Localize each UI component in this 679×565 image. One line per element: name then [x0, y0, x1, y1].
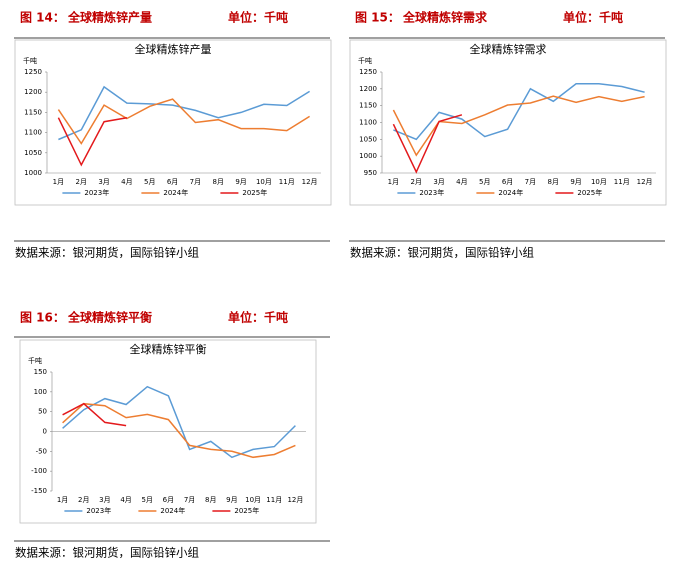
x-tick-label: 6月: [167, 178, 178, 186]
x-tick-label: 9月: [226, 496, 237, 504]
x-tick-label: 8月: [205, 496, 216, 504]
series-line: [57, 98, 310, 145]
x-tick-label: 1月: [53, 178, 64, 186]
y-tick-label: 1200: [24, 88, 42, 96]
legend-label: 2023年: [84, 188, 109, 197]
y-tick-label: 1050: [359, 135, 377, 143]
legend-label: 2023年: [86, 506, 111, 515]
y-tick-label: 50: [38, 408, 47, 416]
y-tick-label: -150: [31, 487, 47, 495]
y-tick-label: 950: [364, 169, 377, 177]
y-tick-label: 1150: [359, 102, 377, 110]
figure-unit: 单位：千吨: [228, 10, 288, 25]
x-tick-label: 12月: [287, 496, 303, 504]
y-tick-label: 1150: [24, 108, 42, 116]
y-tick-label: 1050: [24, 149, 42, 157]
x-tick-label: 3月: [98, 178, 109, 186]
y-tick-label: 1250: [24, 68, 42, 76]
series-line: [62, 385, 296, 459]
figure-title: 全球精炼锌产量: [67, 10, 152, 25]
chart-title: 全球精炼锌需求: [470, 42, 547, 56]
series-line: [393, 83, 645, 141]
series-line: [58, 85, 310, 141]
series-line: [62, 402, 296, 459]
figure-title: 全球精炼锌需求: [402, 10, 488, 25]
x-tick-label: 10月: [245, 496, 261, 504]
series-line: [392, 95, 645, 157]
x-tick-label: 10月: [256, 178, 272, 186]
figure-title: 全球精炼锌平衡: [67, 310, 152, 325]
source: 数据来源：银河期货，国际铅锌小组: [350, 246, 534, 260]
x-tick-label: 7月: [184, 496, 195, 504]
x-tick-label: 11月: [279, 178, 295, 186]
source: 数据来源：银河期货，国际铅锌小组: [15, 546, 199, 560]
chart-title: 全球精炼锌平衡: [130, 342, 207, 356]
legend-label: 2024年: [498, 188, 523, 197]
y-tick-label: 1000: [24, 169, 42, 177]
series-line: [392, 114, 463, 174]
figure-label: 图 15：: [355, 11, 400, 25]
x-tick-label: 5月: [142, 496, 153, 504]
y-unit: 千吨: [358, 56, 372, 65]
y-tick-label: 100: [34, 388, 47, 396]
x-tick-label: 10月: [591, 178, 607, 186]
y-unit: 千吨: [28, 356, 42, 365]
source: 数据来源：银河期货，国际铅锌小组: [15, 246, 199, 260]
chart-frame: [349, 39, 667, 206]
figure-label: 图 16：: [20, 311, 65, 325]
y-tick-label: -50: [36, 447, 47, 455]
x-tick-label: 7月: [525, 178, 536, 186]
x-tick-label: 9月: [235, 178, 246, 186]
series-line: [62, 402, 127, 427]
x-tick-label: 3月: [99, 496, 110, 504]
figure-label: 图 14：: [20, 11, 65, 25]
y-unit: 千吨: [23, 56, 37, 65]
x-tick-label: 4月: [456, 178, 467, 186]
y-tick-label: 0: [43, 428, 47, 436]
x-tick-label: 8月: [548, 178, 559, 186]
x-tick-label: 6月: [163, 496, 174, 504]
y-tick-label: 1000: [359, 152, 377, 160]
y-tick-label: 150: [34, 368, 47, 376]
y-tick-label: 1250: [359, 68, 377, 76]
x-tick-label: 5月: [479, 178, 490, 186]
x-tick-label: 3月: [433, 178, 444, 186]
x-tick-label: 12月: [302, 178, 318, 186]
x-tick-label: 11月: [266, 496, 282, 504]
x-tick-label: 2月: [76, 178, 87, 186]
x-tick-label: 2月: [411, 178, 422, 186]
legend-label: 2025年: [577, 188, 602, 197]
x-tick-label: 1月: [388, 178, 399, 186]
legend-label: 2025年: [234, 506, 259, 515]
x-tick-label: 7月: [190, 178, 201, 186]
y-tick-label: -100: [31, 467, 47, 475]
x-tick-label: 8月: [213, 178, 224, 186]
series-line: [57, 116, 128, 167]
x-tick-label: 6月: [502, 178, 513, 186]
legend-label: 2023年: [419, 188, 444, 197]
x-tick-label: 1月: [57, 496, 68, 504]
x-tick-label: 4月: [120, 496, 131, 504]
chart-title: 全球精炼锌产量: [135, 42, 212, 56]
x-tick-label: 2月: [78, 496, 89, 504]
legend-label: 2025年: [242, 188, 267, 197]
x-tick-label: 12月: [637, 178, 653, 186]
x-tick-label: 11月: [614, 178, 630, 186]
figure-unit: 单位：千吨: [228, 310, 288, 325]
y-tick-label: 1100: [359, 119, 377, 127]
x-tick-label: 5月: [144, 178, 155, 186]
x-tick-label: 9月: [570, 178, 581, 186]
legend-label: 2024年: [160, 506, 185, 515]
x-tick-label: 4月: [121, 178, 132, 186]
y-tick-label: 1200: [359, 85, 377, 93]
legend-label: 2024年: [163, 188, 188, 197]
figure-unit: 单位：千吨: [563, 10, 623, 25]
y-tick-label: 1100: [24, 129, 42, 137]
